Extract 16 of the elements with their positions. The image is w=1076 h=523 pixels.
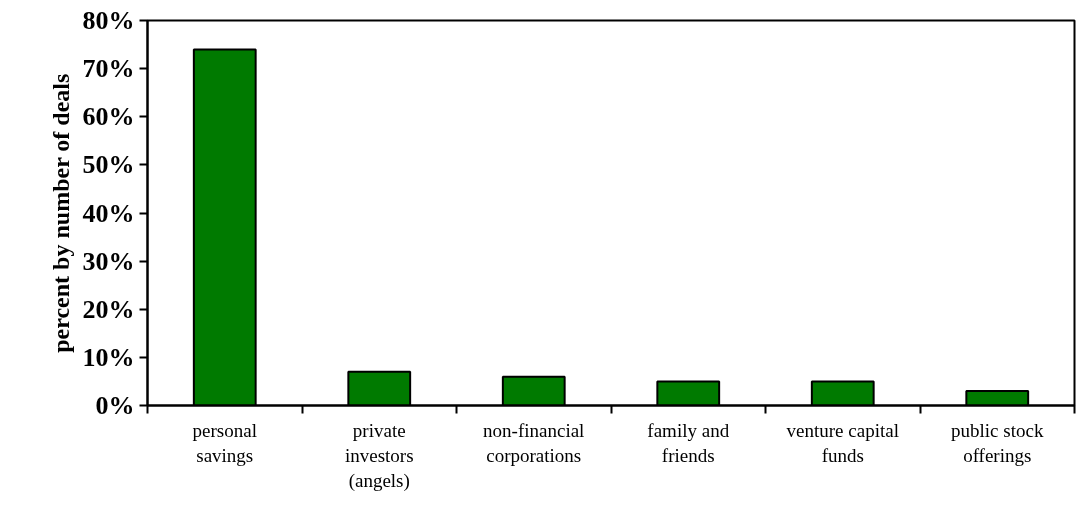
y-tick-label: 20% — [82, 294, 135, 324]
x-tick-label: venture capital funds — [786, 419, 899, 466]
x-tick-label: non-financial corporations — [483, 419, 585, 466]
x-tick-label: family and friends — [647, 419, 730, 466]
x-tick-label: personal savings — [192, 419, 257, 466]
y-tick-label: 60% — [82, 102, 135, 132]
y-tick-label: 80% — [82, 6, 135, 35]
y-tick-label: 30% — [82, 246, 135, 276]
x-tick-label: public stock offerings — [951, 419, 1044, 466]
x-tick-label: private investors (angels) — [344, 419, 414, 492]
y-tick-label: 0% — [95, 391, 135, 420]
y-axis-title: percent by number of deals — [47, 73, 74, 353]
y-tick-label: 10% — [82, 342, 135, 372]
y-tick-label: 70% — [82, 54, 135, 84]
y-tick-label: 50% — [82, 150, 135, 180]
y-tick-label: 40% — [82, 198, 135, 228]
